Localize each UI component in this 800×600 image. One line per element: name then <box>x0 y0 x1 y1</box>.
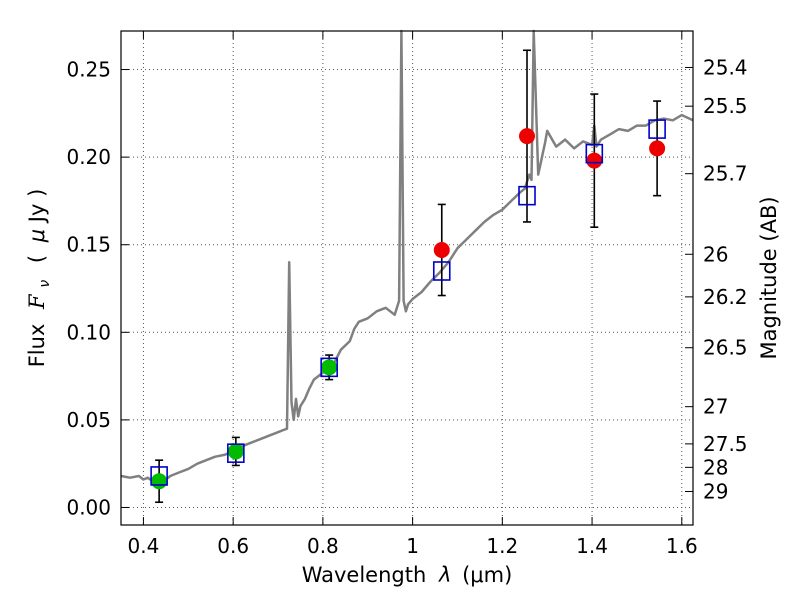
infrared-data-point <box>649 140 666 157</box>
infrared-data-point <box>433 241 450 258</box>
y-tick-label: 0.25 <box>66 58 111 82</box>
errorbar-layer <box>155 49 662 504</box>
y-tick-label: 0.05 <box>66 408 111 432</box>
model-photometry-box <box>518 185 536 206</box>
y-tick-label: 0.10 <box>66 320 111 344</box>
model-photometry-box <box>150 466 168 486</box>
optical-data-point <box>321 359 338 376</box>
tick-labels: 0.4 0.6 0.8 1 1.2 1.4 1.6 0.00 0.05 0.10 0.15 0.20 0… <box>66 55 747 558</box>
y-axis-label-symbol: F <box>25 293 49 310</box>
y-axis-label-subscript: ν <box>37 280 53 288</box>
y-tick-label: 0.15 <box>66 233 111 257</box>
y2-tick-label: 27.5 <box>703 432 748 456</box>
model-photometry-box <box>432 261 451 281</box>
plot-frame <box>120 30 694 526</box>
x-tick-label: 1.2 <box>486 534 518 558</box>
x-axis-label-symbol: λ <box>438 563 451 587</box>
y-axis-label-text: Flux <box>25 324 49 368</box>
axis-ticks <box>121 31 693 525</box>
y2-tick-label: 25.4 <box>703 55 748 79</box>
y-tick-label: 0.20 <box>66 145 111 169</box>
optical-data-point <box>151 473 168 490</box>
y2-tick-label: 29 <box>703 480 728 504</box>
y-axis-label: Flux F ν ( μ Jy ) <box>25 189 54 368</box>
y-axis-label-unit-mu: μ <box>25 229 49 243</box>
x-tick-label: 1.6 <box>666 534 698 558</box>
data-points-layer <box>150 119 666 490</box>
infrared-data-point <box>519 128 536 145</box>
y2-axis-label: Magnitude (AB) <box>757 196 781 359</box>
x-axis-label-unit: (μm) <box>462 563 512 587</box>
x-tick-label: 0.8 <box>307 534 339 558</box>
optical-data-point <box>227 443 244 460</box>
x-tick-label: 1 <box>406 534 419 558</box>
x-axis-label-text: Wavelength <box>302 563 427 587</box>
model-spectrum-line <box>120 29 694 483</box>
y2-tick-label: 26 <box>703 242 728 266</box>
y2-tick-label: 27 <box>703 395 728 419</box>
y2-tick-label: 26.2 <box>703 285 748 309</box>
x-tick-label: 1.4 <box>576 534 608 558</box>
model-spectrum-layer <box>120 29 694 483</box>
model-photometry-box <box>585 143 604 164</box>
y2-tick-label: 25.7 <box>703 162 748 186</box>
grid-lines <box>121 31 693 525</box>
y-tick-label: 0.00 <box>66 495 111 519</box>
y-axis-label-unit-open: ( <box>25 255 49 263</box>
model-photometry-box <box>320 357 338 378</box>
x-tick-label: 0.4 <box>128 534 160 558</box>
infrared-data-point <box>586 152 603 169</box>
model-photometry-box <box>227 443 245 463</box>
y2-tick-label: 26.5 <box>703 336 748 360</box>
y2-tick-label: 25.5 <box>703 94 748 118</box>
y-axis-label-unit-rest: Jy ) <box>25 189 49 225</box>
x-tick-label: 0.6 <box>217 534 249 558</box>
y2-tick-label: 28 <box>703 455 728 479</box>
x-axis-label: Wavelength λ (μm) <box>302 563 513 587</box>
model-photometry-box <box>648 119 666 139</box>
